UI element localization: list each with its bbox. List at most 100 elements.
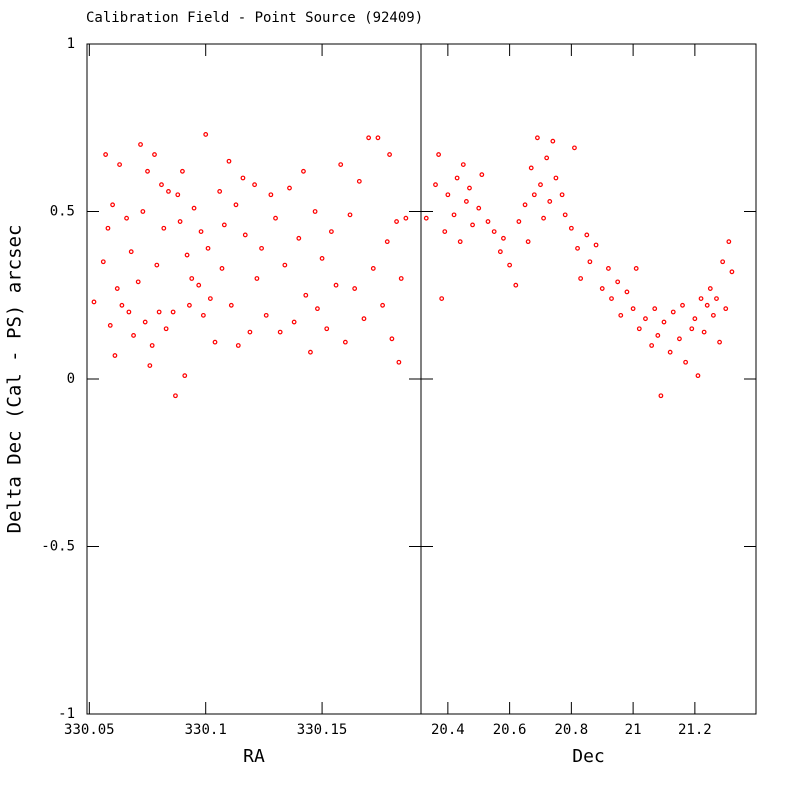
point — [152, 152, 157, 157]
point — [593, 242, 599, 248]
point — [535, 135, 540, 141]
point — [191, 205, 197, 211]
point — [479, 172, 485, 178]
point — [226, 158, 232, 164]
point — [403, 215, 409, 221]
point — [254, 276, 260, 281]
point — [497, 249, 503, 255]
point — [695, 373, 701, 379]
point — [501, 235, 506, 241]
point — [166, 188, 171, 194]
point — [140, 209, 146, 214]
point — [312, 209, 318, 214]
point — [352, 286, 358, 291]
point — [200, 312, 206, 318]
y-tick-label: -0.5 — [41, 539, 75, 555]
point — [538, 182, 543, 188]
y-tick-label: 1 — [67, 36, 75, 52]
point — [277, 329, 283, 335]
x-tick-label: 330.15 — [297, 722, 348, 738]
point — [507, 262, 513, 268]
point — [282, 262, 288, 268]
point — [729, 269, 735, 275]
point — [396, 359, 402, 365]
point — [296, 235, 302, 241]
point — [308, 349, 313, 355]
point — [291, 319, 297, 325]
point — [240, 175, 246, 181]
point — [667, 349, 673, 355]
point — [147, 363, 153, 369]
point — [273, 215, 278, 221]
point — [131, 333, 136, 338]
x-tick-label: 21 — [625, 722, 642, 738]
point — [287, 185, 292, 191]
point — [423, 215, 429, 221]
point — [689, 326, 695, 332]
point — [714, 296, 719, 302]
point — [525, 239, 531, 245]
point — [661, 319, 667, 325]
point — [710, 312, 716, 318]
point — [670, 309, 676, 315]
point — [636, 326, 642, 332]
point — [575, 245, 580, 251]
point — [338, 162, 344, 168]
point — [522, 202, 528, 208]
point — [491, 229, 497, 235]
point — [683, 359, 689, 365]
point — [442, 229, 448, 235]
point — [198, 229, 204, 235]
point — [562, 212, 568, 218]
point — [370, 266, 376, 271]
point — [680, 302, 685, 308]
point — [717, 339, 722, 345]
point — [114, 286, 120, 291]
point — [720, 259, 726, 265]
point — [541, 215, 546, 221]
point — [384, 239, 390, 245]
point — [457, 239, 463, 245]
point — [366, 135, 372, 141]
point — [154, 262, 160, 268]
point — [677, 336, 682, 342]
point — [228, 302, 234, 308]
point — [467, 185, 472, 191]
point — [173, 393, 178, 399]
point — [624, 289, 630, 295]
point — [606, 266, 611, 271]
point — [439, 296, 445, 302]
point — [107, 323, 113, 328]
point — [142, 319, 148, 325]
point — [547, 199, 553, 204]
point — [643, 316, 648, 322]
point — [242, 232, 248, 238]
point — [433, 182, 438, 188]
point — [531, 192, 537, 198]
point — [324, 326, 330, 332]
point — [451, 212, 457, 218]
point — [196, 282, 202, 288]
point — [259, 245, 264, 251]
point — [655, 333, 661, 338]
point — [454, 175, 460, 181]
point — [347, 212, 353, 218]
point — [513, 282, 519, 288]
point — [177, 219, 183, 224]
x-tick-label: 330.05 — [64, 722, 115, 738]
point — [658, 393, 664, 399]
point — [203, 132, 209, 137]
point — [584, 232, 590, 238]
point — [189, 276, 195, 281]
y-tick-label: 0 — [67, 371, 75, 387]
point — [726, 239, 732, 245]
point — [205, 245, 211, 251]
point — [187, 302, 192, 308]
point — [124, 215, 129, 221]
point — [128, 249, 134, 255]
point — [117, 162, 122, 168]
x-tick-label: 20.4 — [431, 722, 465, 738]
x-tick-label: 20.6 — [493, 722, 527, 738]
point — [578, 276, 584, 281]
point — [609, 296, 614, 302]
